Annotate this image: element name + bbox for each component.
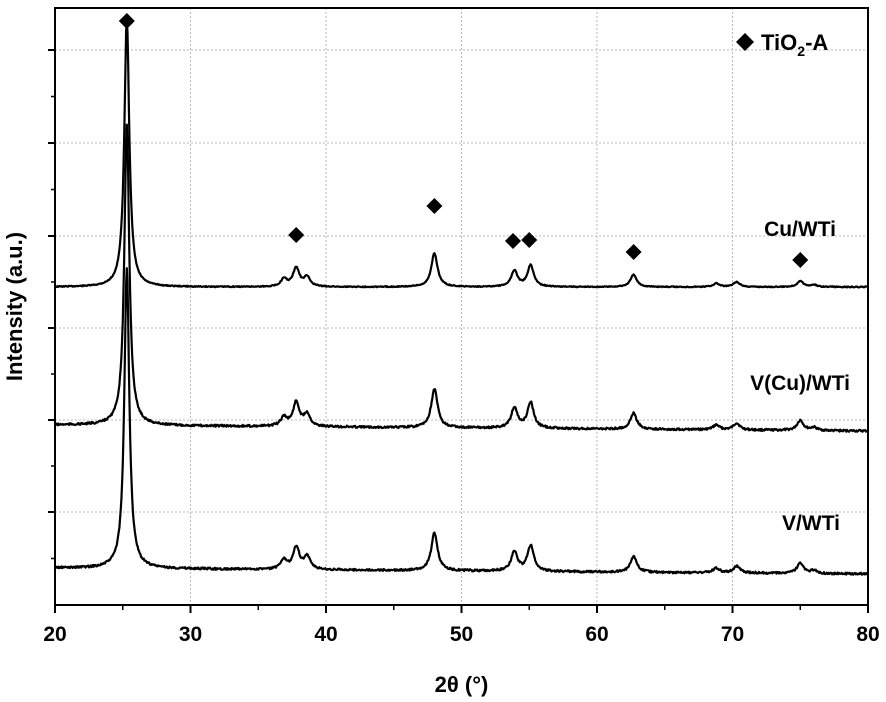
- anatase-diamond-marker: [625, 244, 642, 260]
- anatase-diamond-marker: [426, 198, 443, 214]
- x-tick-label: 70: [721, 623, 744, 646]
- x-tick-label: 30: [179, 623, 202, 646]
- x-tick-label: 60: [585, 623, 608, 646]
- legend-text-subscript: 2: [797, 43, 805, 59]
- anatase-diamond-marker: [504, 233, 521, 249]
- series-label-v-wti: V/WTi: [782, 512, 840, 535]
- legend-text-main: TiO: [761, 30, 797, 55]
- x-tick-label: 40: [314, 623, 337, 646]
- v-wti-curve: [54, 267, 869, 576]
- legend: TiO2-A: [736, 30, 828, 59]
- anatase-markers: [118, 13, 809, 268]
- x-axis-title: 2θ (°): [435, 672, 489, 697]
- legend-diamond-icon: [736, 33, 754, 51]
- x-tick-label: 80: [856, 623, 879, 646]
- x-tick-label: 50: [450, 623, 473, 646]
- legend-text-tail: -A: [805, 30, 828, 55]
- anatase-diamond-marker: [288, 227, 305, 243]
- cu-wti-curve: [54, 18, 869, 289]
- v-cu-wti-curve: [54, 123, 869, 433]
- anatase-diamond-marker: [521, 232, 538, 248]
- y-axis-title: Intensity (a.u.): [2, 232, 27, 381]
- anatase-diamond-marker: [118, 13, 135, 29]
- xrd-curves: [54, 18, 869, 576]
- anatase-diamond-marker: [792, 252, 809, 268]
- y-axis-ticks: [48, 49, 55, 560]
- x-tick-label: 20: [43, 623, 66, 646]
- grid-lines: [55, 8, 868, 605]
- legend-text: TiO2-A: [761, 30, 828, 59]
- series-label-cu-wti: Cu/WTi: [764, 218, 836, 241]
- x-axis-ticks: 20 30 40 50 60 70 80: [43, 605, 880, 646]
- series-labels: Cu/WTi V(Cu)/WTi V/WTi: [750, 218, 850, 535]
- series-label-v-cu-wti: V(Cu)/WTi: [750, 372, 850, 395]
